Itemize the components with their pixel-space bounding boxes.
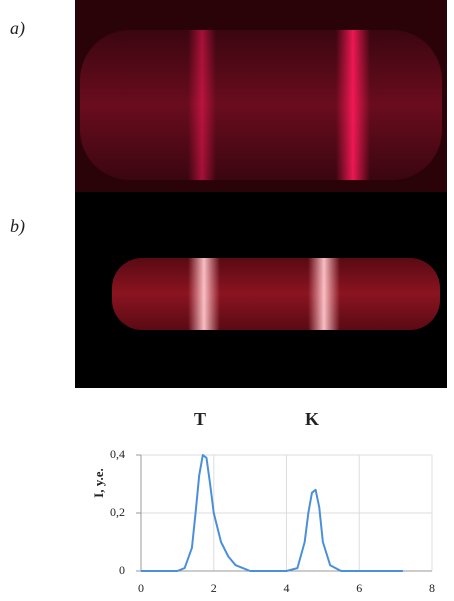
x-tick-label: 6: [356, 581, 362, 595]
x-tick-label: 0: [138, 581, 144, 595]
peak-label: K: [305, 409, 319, 429]
y-tick-label: 0,4: [110, 447, 125, 461]
chart: 0 0,2 0,4 0 2 4 6 8 I, y.e. T K: [91, 409, 435, 595]
tube-b: [112, 258, 440, 330]
band-a: [188, 30, 216, 180]
y-axis-label: I, y.e.: [91, 468, 106, 498]
band-b: [308, 258, 340, 330]
x-tick-label: 4: [284, 581, 290, 595]
tube-a: [80, 30, 442, 180]
band-a: [336, 30, 370, 180]
series-line: [141, 454, 403, 572]
band-b: [188, 258, 220, 330]
y-tick-label: 0: [119, 563, 125, 577]
x-tick-label: 2: [211, 581, 217, 595]
panel-label: b): [10, 216, 25, 237]
peak-label: T: [194, 409, 206, 429]
y-tick-label: 0,2: [110, 505, 125, 519]
x-tick-label: 8: [429, 581, 435, 595]
panel-label: a): [10, 18, 25, 39]
